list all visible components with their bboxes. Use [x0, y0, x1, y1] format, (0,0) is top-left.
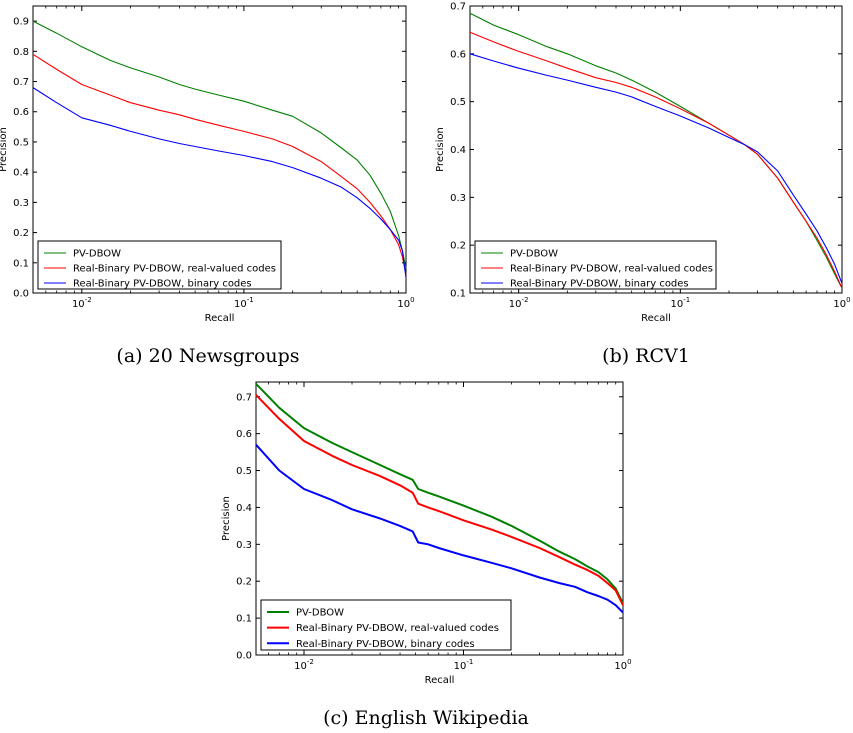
legend-entry: Real-Binary PV-DBOW, binary codes	[510, 279, 689, 290]
legend-entry: Real-Binary PV-DBOW, binary codes	[296, 639, 475, 650]
plot-frame	[255, 381, 624, 656]
legend-entry: Real-Binary PV-DBOW, real-valued codes	[296, 623, 499, 634]
series-line-2	[469, 53, 843, 284]
x-tick-label: 10-2	[294, 658, 314, 672]
x-tick-label: 10-2	[509, 296, 529, 310]
y-tick-label: 0.5	[450, 97, 466, 108]
y-tick-label: 0.1	[236, 614, 252, 625]
y-tick-label: 0.3	[450, 193, 466, 204]
x-tick-label: 100	[397, 296, 414, 310]
legend-entry: PV-DBOW	[510, 249, 558, 260]
series-line-0	[255, 383, 624, 604]
y-tick-label: 0.9	[13, 17, 29, 28]
legend-entry: Real-Binary PV-DBOW, real-valued codes	[73, 264, 276, 275]
y-tick-label: 0.7	[450, 2, 466, 13]
legend: PV-DBOW Real-Binary PV-DBOW, real-valued …	[37, 240, 282, 290]
x-tick-label: 10-1	[670, 296, 690, 310]
y-tick-label: 0.6	[13, 107, 29, 118]
y-tick-label: 0.2	[236, 577, 252, 588]
legend: PV-DBOW Real-Binary PV-DBOW, real-valued …	[474, 240, 717, 290]
x-tick-label: 100	[833, 296, 850, 310]
x-tick-label: 100	[614, 658, 631, 672]
legend-entry: Real-Binary PV-DBOW, real-valued codes	[510, 264, 713, 275]
series-line-1	[32, 53, 407, 276]
y-axis-label: Precision	[435, 127, 446, 172]
series-line-2	[32, 87, 407, 278]
caption-english-wikipedia: (c) English Wikipedia	[323, 707, 529, 729]
chart-english-wikipedia: (c) English Wikipedia 0.0 0.1 0.2 0.3 0.4 0.5…	[221, 381, 632, 729]
y-tick-label: 0.4	[13, 168, 29, 179]
legend-box	[37, 240, 282, 290]
y-tick-label: 0.5	[236, 466, 252, 477]
y-tick-label: 0.0	[236, 651, 252, 662]
y-tick-label: 0.2	[13, 228, 29, 239]
y-tick-label: 0.4	[236, 503, 252, 514]
legend-box	[474, 240, 717, 290]
y-tick-label: 0.7	[13, 77, 29, 88]
x-tick-label: 10-1	[234, 296, 254, 310]
y-tick-label: 0.0	[13, 289, 29, 300]
legend-box	[260, 599, 512, 651]
x-axis-label: Recall	[205, 313, 235, 324]
legend-entry: PV-DBOW	[296, 608, 344, 619]
y-tick-label: 0.3	[13, 198, 29, 209]
legend: PV-DBOW Real-Binary PV-DBOW, real-valued …	[260, 599, 512, 651]
chart-20-newsgroups: (a) 20 Newsgroups 0.0 0.1 0.2 0.3 0.4 0.5 0.6 0…	[0, 5, 415, 367]
y-tick-label: 0.4	[450, 145, 466, 156]
y-tick-label: 0.1	[13, 258, 29, 269]
y-tick-label: 0.5	[13, 137, 29, 148]
legend-entry: Real-Binary PV-DBOW, binary codes	[73, 279, 252, 290]
caption-rcv1: (b) RCV1	[602, 345, 690, 367]
x-tick-label: 10-1	[454, 658, 474, 672]
y-axis-label: Precision	[0, 127, 9, 172]
plot-frame	[32, 5, 407, 294]
legend-entry: PV-DBOW	[73, 249, 121, 260]
series-line-1	[255, 394, 624, 606]
y-tick-label: 0.1	[450, 289, 466, 300]
x-axis-label: Recall	[425, 675, 455, 686]
chart-rcv1: (b) RCV1 0.1 0.2 0.3 0.4 0.5 0.6 0.7 10-2 10-1 10…	[435, 2, 851, 368]
y-axis-label: Precision	[221, 496, 232, 541]
y-tick-label: 0.6	[236, 429, 252, 440]
x-tick-label: 10-2	[72, 296, 92, 310]
x-axis-label: Recall	[641, 313, 671, 324]
y-tick-label: 0.2	[450, 241, 466, 252]
series-line-1	[469, 31, 843, 289]
y-tick-label: 0.8	[13, 47, 29, 58]
caption-20-newsgroups: (a) 20 Newsgroups	[116, 345, 299, 367]
series-line-2	[255, 444, 624, 614]
y-tick-label: 0.3	[236, 540, 252, 551]
y-tick-label: 0.6	[450, 49, 466, 60]
y-tick-label: 0.7	[236, 392, 252, 403]
series-line-0	[32, 20, 407, 269]
